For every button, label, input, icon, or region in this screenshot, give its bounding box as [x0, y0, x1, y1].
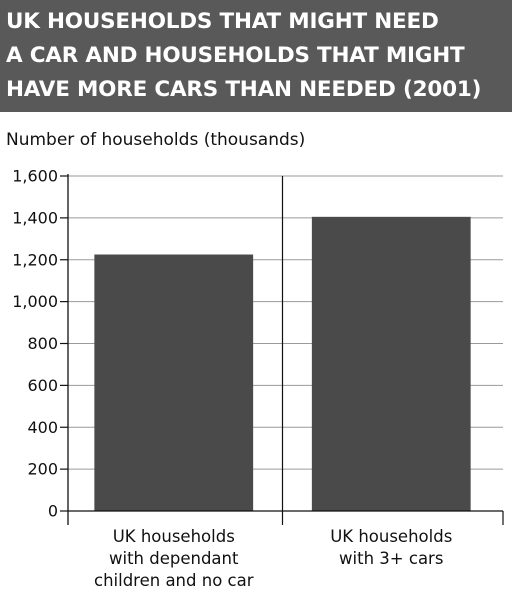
y-tick-label: 600 — [27, 376, 58, 395]
y-tick-label: 1,000 — [12, 292, 58, 311]
y-tick-label: 0 — [48, 502, 58, 521]
category-label: UK households with dependant children and … — [94, 527, 254, 590]
category-label-line: children and no car — [94, 571, 254, 590]
y-tick-label: 800 — [27, 334, 58, 353]
chart-title-line-3: HAVE MORE CARS THAN NEEDED (2001) — [6, 77, 482, 102]
bar — [311, 216, 471, 511]
category-label-line: with 3+ cars — [339, 549, 443, 568]
y-axis-label: Number of households (thousands) — [6, 130, 306, 150]
category-label-line: UK households — [330, 527, 452, 546]
y-tick-label: 200 — [27, 460, 58, 479]
y-tick-label: 1,400 — [12, 208, 58, 227]
y-tick-label: 1,200 — [12, 250, 58, 269]
category-label: UK households with 3+ cars — [330, 527, 452, 568]
chart-title-line-2: A CAR AND HOUSEHOLDS THAT MIGHT — [6, 43, 465, 68]
y-tick-label: 400 — [27, 418, 58, 437]
chart-title-line-1: UK HOUSEHOLDS THAT MIGHT NEED — [6, 9, 439, 34]
y-tick-label: 1,600 — [12, 167, 58, 186]
chart-title-banner: UK HOUSEHOLDS THAT MIGHT NEED A CAR AND … — [0, 0, 512, 112]
bar — [94, 254, 254, 511]
category-label-line: UK households — [113, 527, 235, 546]
category-label-line: with dependant — [109, 549, 239, 568]
